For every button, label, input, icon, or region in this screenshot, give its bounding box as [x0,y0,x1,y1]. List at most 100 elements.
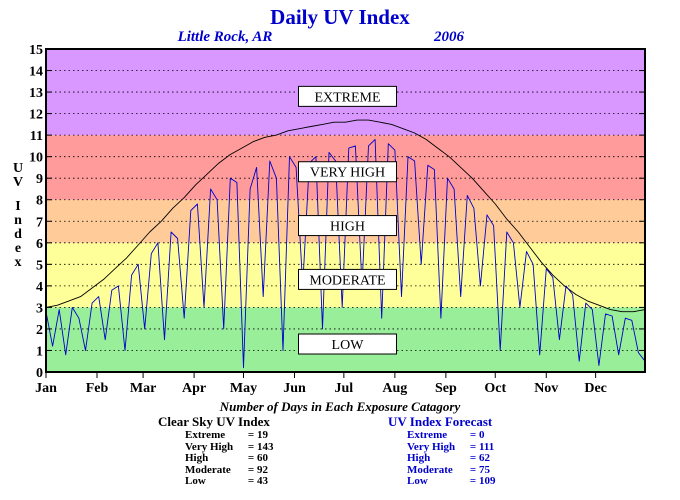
forecast-count-label: Moderate [407,463,453,476]
clear-sky-count-label: Very High [185,440,234,453]
forecast-count-value: 109 [479,475,496,487]
clear-sky-count-row: Moderate = 92 [185,463,285,477]
clear-sky-count-value: 92 [257,463,268,476]
forecast-count-equals: = [469,452,477,464]
x-tick-label: Jan [35,381,57,396]
plot-frame [45,48,646,373]
clear-sky-count-label: High [185,452,209,464]
forecast-count-value: 111 [479,440,495,453]
band-label-box [298,215,397,237]
band-label: HIGH [298,215,397,237]
clear-sky-count-label: Moderate [185,463,231,476]
band-label-box [298,85,397,107]
y-tick-label: 4 [36,280,43,295]
forecast-heading: UV Index Forecast [388,414,493,429]
band-label-box [298,268,397,290]
forecast-count-value: 0 [479,429,485,441]
clear-sky-count-label: Extreme [185,429,226,441]
grid-lines [46,70,645,351]
clear-sky-count-row: Low = 43 [185,475,285,488]
clear-sky-count-value: 19 [257,429,268,441]
clear-sky-count-row: High = 60 [185,452,285,465]
forecast-count-label: High [407,452,431,464]
x-tick-label: Oct [484,381,506,396]
forecast-count-value: 62 [479,452,490,464]
y-tick-label: 7 [36,215,43,230]
x-tick-label: Jul [335,381,354,396]
y-tick-label: 14 [29,65,43,80]
clear-sky-count-equals: = [247,463,255,476]
x-tick-label: Dec [584,381,607,396]
band-labels: EXTREME VERY HIGH HIGH MODERATE LOW [298,85,397,355]
y-tick-label: 10 [29,151,43,166]
y-tick-label: 0 [36,366,43,381]
y-tick-label: 6 [36,237,43,252]
chart-location: Little Rock, AR [177,29,273,45]
band-label-box [298,161,397,183]
chart-title: Daily UV Index [270,5,410,29]
band-label: MODERATE [298,268,397,290]
y-tick-label: 13 [29,86,43,101]
clear-sky-heading: Clear Sky UV Index [158,414,270,429]
x-tick-label: May [230,381,257,396]
forecast-count-label: Extreme [407,429,448,441]
forecast-count-row: Extreme = 0 [407,429,507,442]
y-tick-label: 5 [36,258,43,273]
clear-sky-count-equals: = [247,475,255,487]
band-label-text: HIGH [330,220,365,235]
clear-sky-count-row: Extreme = 19 [185,429,285,442]
forecast-stats: UV Index Forecast Extreme = 0 Very High = 111… [388,415,507,488]
clear-sky-count-value: 143 [257,440,274,453]
y-tick-label: 12 [29,108,43,123]
y-tick-label: 3 [36,301,43,316]
y-tick-label: 2 [36,323,43,338]
x-tick-label: Jun [283,381,306,396]
band-label-text: EXTREME [314,90,380,105]
chart-year: 2006 [433,29,465,45]
clear-sky-count-label: Low [185,475,206,487]
band-label-text: MODERATE [309,273,385,288]
clear-sky-count-equals: = [247,440,255,453]
band-label-text: LOW [332,338,365,353]
forecast-count-row: Low = 109 [407,475,507,488]
forecast-count-row: Very High = 111 [407,440,507,454]
forecast-count-row: High = 62 [407,452,507,465]
clear-sky-count-value: 60 [257,452,268,464]
x-tick-label: Nov [534,381,558,396]
forecast-count-label: Very High [407,440,456,453]
forecast-count-equals: = [469,463,477,476]
band-label: VERY HIGH [298,161,397,183]
band-label: LOW [298,333,397,355]
forecast-count-value: 75 [479,463,490,476]
y-tick-label: 1 [36,344,43,359]
clear-sky-stats: Clear Sky UV Index Extreme = 19 Very High = 1… [158,415,285,488]
forecast-count-equals: = [469,429,477,441]
band-label-box [298,333,397,355]
x-axis: Jan Feb Mar Apr May Jun Jul Aug Sep Oct Nov Dec [35,372,607,396]
x-tick-label: Aug [382,381,407,396]
clear-sky-count-equals: = [247,452,255,464]
x-tick-label: Apr [182,381,206,396]
x-tick-label: Feb [86,381,109,396]
counts-title: Number of Days in Each Exposure Catagory [219,399,461,414]
y-tick-label: 8 [36,194,43,209]
y-tick-label: 11 [30,129,43,144]
forecast-count-row: Moderate = 75 [407,463,507,477]
clear-sky-count-row: Very High = 143 [185,440,285,454]
band-label-text: VERY HIGH [310,166,385,181]
y-tick-label: 15 [29,43,43,58]
band-label: EXTREME [298,85,397,107]
forecast-count-equals: = [469,475,477,487]
forecast-count-equals: = [469,440,477,453]
x-tick-label: Sep [435,381,457,396]
y-tick-label: 9 [36,172,43,187]
clear-sky-count-equals: = [247,429,255,441]
clear-sky-count-value: 43 [257,475,268,487]
series-line-clear-sky [45,119,646,313]
forecast-count-label: Low [407,475,428,487]
x-tick-label: Mar [130,381,156,396]
